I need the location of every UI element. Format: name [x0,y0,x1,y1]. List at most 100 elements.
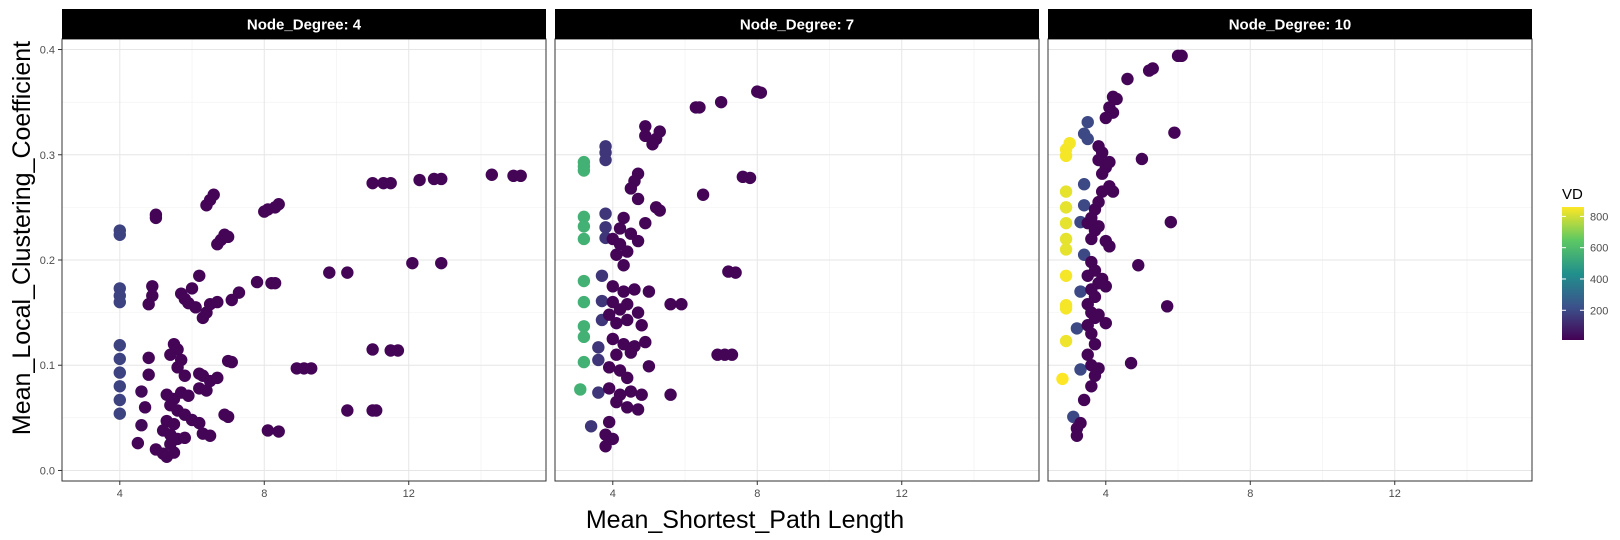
data-point [617,285,630,298]
data-point [1081,348,1094,361]
data-point [113,295,126,309]
data-point [232,286,246,299]
data-point [211,295,224,309]
data-point [435,172,448,186]
data-point [577,320,591,333]
facet-panel: 4 8 12 Node_Degree: 10 [1047,9,1533,500]
data-point [617,337,630,351]
data-point [1106,185,1120,198]
data-point [514,169,527,183]
data-point [639,216,652,230]
data-point [366,343,379,356]
data-point [131,436,145,450]
data-point [621,245,634,258]
data-point [1074,363,1087,376]
data-point [370,404,383,417]
data-point [621,298,634,311]
data-point [624,182,638,195]
data-point [610,348,623,361]
x-axis-title: Mean_Shortest_Path Length [586,506,904,534]
data-point [323,266,336,279]
data-point [577,220,591,233]
data-point [624,346,638,359]
data-point [631,403,645,416]
data-point [631,234,645,248]
data-point [1056,372,1069,386]
data-point [602,382,616,395]
data-point [178,369,192,382]
y-tick-label: 0.2 [40,255,55,267]
data-point [577,210,591,224]
x-tick-label: 4 [117,488,123,500]
data-point [577,164,591,177]
data-point [1070,322,1084,335]
x-tick-label: 12 [1389,488,1401,500]
data-point [1110,92,1123,106]
facet-strip [555,9,1039,39]
data-point [577,355,591,369]
data-point [675,298,688,311]
data-point [631,192,645,206]
data-point [1124,356,1138,370]
facet-strip-label: Node_Degree: 10 [1229,17,1352,34]
data-point [1088,337,1102,351]
facet-strip-label: Node_Degree: 7 [740,17,854,34]
data-point [1059,216,1073,230]
data-point [1085,380,1098,393]
data-point [621,371,634,385]
data-point [1103,155,1116,169]
data-point [171,361,184,374]
data-point [268,276,282,290]
data-point [485,168,499,181]
data-point [200,199,213,212]
data-point [1059,334,1073,348]
x-tick-label: 12 [896,488,908,500]
colorbar-label: 200 [1590,305,1608,317]
data-point [617,211,630,225]
data-point [189,301,202,314]
data-point [1132,259,1145,272]
data-point [1160,300,1174,313]
data-point [606,280,619,293]
data-point [1070,429,1084,442]
data-point [406,256,419,270]
data-point [621,401,634,414]
data-point [142,351,155,365]
facet-panel: 4 8 12 Node_Degree: 7 [554,9,1040,500]
data-point [1059,243,1073,256]
data-point [1135,152,1149,166]
x-tick-label: 4 [610,488,616,500]
data-point [193,269,206,282]
data-point [258,205,271,218]
data-point [639,335,652,349]
data-point [602,361,616,374]
data-point [1081,115,1094,129]
data-point [142,368,155,381]
data-point [211,371,224,385]
data-point [696,188,710,201]
x-tick-label: 8 [754,488,760,500]
y-axis-title: Mean_Local_Clustering_Coefficient [8,41,36,435]
data-point [1164,215,1178,229]
data-point [693,101,706,114]
data-point [1085,327,1098,340]
data-point [577,274,591,288]
data-point [1059,232,1073,246]
facet-strip [62,9,546,39]
data-point [384,176,397,190]
data-point [167,417,181,431]
legend-title: VD [1562,186,1583,203]
data-point [341,266,354,279]
data-point [642,285,656,298]
data-point [272,425,285,438]
color-legend: VD 200 400 600 800 [1562,186,1608,340]
data-point [1081,269,1094,282]
data-point [1077,393,1091,407]
data-point [1103,240,1116,253]
data-point [113,228,126,241]
data-point [1099,280,1112,293]
data-point [754,86,768,99]
data-point [200,384,213,397]
data-point [1074,285,1087,298]
data-point [221,410,235,424]
